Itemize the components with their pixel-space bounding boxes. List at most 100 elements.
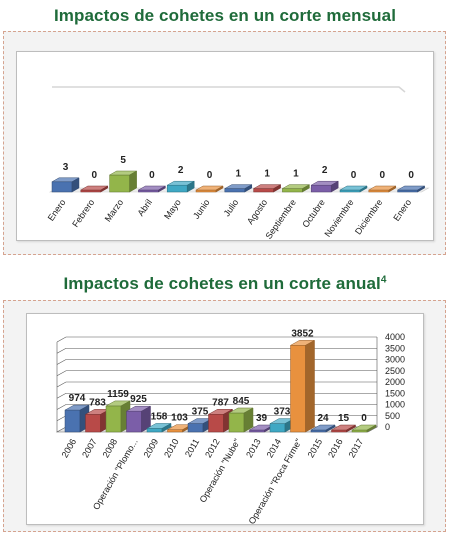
monthly-bar-3 <box>110 171 137 192</box>
monthly-x-label-11: Noviembre <box>322 197 355 238</box>
monthly-value-label-13: 0 <box>408 170 414 181</box>
monthly-bar-13-front <box>398 190 418 192</box>
annual-value-label-5: 158 <box>151 411 168 422</box>
monthly-value-label-5: 2 <box>178 165 184 176</box>
annual-chart-frame: 0 500 1000 1500 2000 2500 3000 3500 4000 974 2006 7… <box>3 300 446 532</box>
annual-x-label-11: 2014 <box>265 437 284 459</box>
monthly-value-label-1: 3 <box>63 162 69 173</box>
annual-x-label-5: 2009 <box>142 437 161 459</box>
annual-bar-5-front <box>147 428 162 432</box>
monthly-bar-10 <box>311 181 338 192</box>
annual-x-label-7: 2011 <box>183 437 201 459</box>
annual-bar-15-front <box>352 430 367 432</box>
annual-value-label-10: 39 <box>256 413 268 424</box>
monthly-bar-12-front <box>369 190 389 192</box>
annual-bar-12-front <box>291 345 306 432</box>
annual-bar-3-front <box>106 406 121 432</box>
monthly-x-label-2: Febrero <box>70 197 96 229</box>
annual-x-label-13: 2015 <box>306 437 325 459</box>
monthly-back-rim <box>52 87 405 92</box>
monthly-bar-9-front <box>282 189 302 192</box>
monthly-value-label-7: 1 <box>236 169 242 180</box>
annual-bar-2-front <box>86 414 101 432</box>
annual-chart-plot-area: 0 500 1000 1500 2000 2500 3000 3500 4000 974 2006 7… <box>26 313 424 525</box>
annual-value-label-1: 974 <box>69 393 86 404</box>
annual-x-label-3: 2008 <box>101 437 120 459</box>
monthly-x-label-12: Diciembre <box>353 197 384 236</box>
annual-gridline-7 <box>57 360 377 365</box>
monthly-x-label-7: Julio <box>222 197 241 218</box>
monthly-bar-7-front <box>225 189 245 192</box>
annual-title-footnote: 4 <box>381 274 387 285</box>
monthly-bar-5 <box>167 181 194 192</box>
monthly-x-label-1: Enero <box>46 197 68 222</box>
monthly-x-label-4: Abril <box>136 197 155 217</box>
monthly-chart-plot-area: 3 Enero 0 Febrero 5 Marzo 0 Abril 2 Mayo 0 Junio 1 Ju… <box>16 51 434 241</box>
annual-gridline-9 <box>57 337 377 342</box>
annual-x-label-15: 2017 <box>347 437 366 459</box>
monthly-value-label-9: 1 <box>293 169 299 180</box>
annual-bar-12 <box>291 340 315 432</box>
annual-y-tick-2: 500 <box>385 411 400 421</box>
annual-bar-9 <box>229 408 253 432</box>
monthly-value-label-2: 0 <box>92 170 98 181</box>
monthly-x-label-5: Mayo <box>162 197 183 221</box>
annual-gridline-5 <box>57 382 377 387</box>
monthly-value-label-10: 2 <box>322 165 328 176</box>
monthly-value-label-6: 0 <box>207 170 213 181</box>
annual-value-label-15: 0 <box>361 413 367 424</box>
annual-bar-10-front <box>250 430 265 432</box>
monthly-bar-2-front <box>81 190 101 192</box>
annual-value-label-3: 1159 <box>107 389 129 400</box>
annual-y-tick-9: 4000 <box>385 332 405 342</box>
monthly-bar-1-front <box>52 182 72 192</box>
annual-x-label-9: Operación "Nube" <box>198 437 243 504</box>
monthly-bar-1 <box>52 178 79 192</box>
annual-value-label-13: 24 <box>317 413 329 424</box>
monthly-bar-10-front <box>311 185 331 192</box>
annual-value-label-9: 845 <box>233 396 250 407</box>
monthly-bar-3-front <box>110 175 130 192</box>
annual-x-label-1: 2006 <box>60 437 79 459</box>
annual-value-label-2: 783 <box>89 397 106 408</box>
monthly-value-label-8: 1 <box>264 169 270 180</box>
annual-title-text: Impactos de cohetes en un corte anual <box>63 274 380 293</box>
monthly-value-label-12: 0 <box>380 170 386 181</box>
annual-value-label-14: 15 <box>338 413 350 424</box>
annual-x-label-2: 2007 <box>80 437 99 459</box>
annual-y-tick-6: 2500 <box>385 366 405 376</box>
annual-gridline-8 <box>57 348 377 353</box>
monthly-chart-frame: 3 Enero 0 Febrero 5 Marzo 0 Abril 2 Mayo 0 Junio 1 Ju… <box>3 31 446 255</box>
monthly-value-label-11: 0 <box>351 170 357 181</box>
annual-bar-4 <box>127 406 151 432</box>
annual-bar-14-front <box>332 430 347 432</box>
annual-x-label-14: 2016 <box>326 437 345 459</box>
monthly-x-label-13: Enero <box>391 197 413 222</box>
monthly-x-label-10: Octubre <box>300 197 327 229</box>
annual-value-label-6: 103 <box>171 413 188 424</box>
annual-value-label-8: 787 <box>212 397 229 408</box>
monthly-bar-3-side <box>130 171 137 192</box>
monthly-bar-8-front <box>254 189 274 192</box>
monthly-bar-11-front <box>340 190 360 192</box>
annual-chart-title: Impactos de cohetes en un corte anual4 <box>0 274 450 294</box>
annual-y-tick-3: 1000 <box>385 400 405 410</box>
monthly-x-label-8: Agosto <box>245 197 269 226</box>
monthly-value-label-3: 5 <box>120 155 126 166</box>
annual-bar-12-side <box>306 340 315 432</box>
annual-y-tick-4: 1500 <box>385 388 405 398</box>
monthly-chart-svg: 3 Enero 0 Febrero 5 Marzo 0 Abril 2 Mayo 0 Junio 1 Ju… <box>17 52 435 242</box>
annual-bar-4-front <box>127 411 142 432</box>
annual-value-label-7: 375 <box>192 407 209 418</box>
annual-y-tick-8: 3500 <box>385 343 405 353</box>
annual-value-label-11: 373 <box>274 407 291 418</box>
annual-x-label-6: 2010 <box>162 437 181 459</box>
annual-y-tick-1: 0 <box>385 422 390 432</box>
annual-gridline-6 <box>57 371 377 376</box>
annual-chart-svg: 0500100015002000250030003500400097420067… <box>27 314 425 526</box>
annual-value-label-12: 3852 <box>291 328 314 339</box>
annual-bar-8-front <box>209 414 224 432</box>
annual-y-tick-5: 2000 <box>385 377 405 387</box>
monthly-x-label-6: Junio <box>191 197 212 220</box>
annual-bar-13-front <box>311 430 326 432</box>
